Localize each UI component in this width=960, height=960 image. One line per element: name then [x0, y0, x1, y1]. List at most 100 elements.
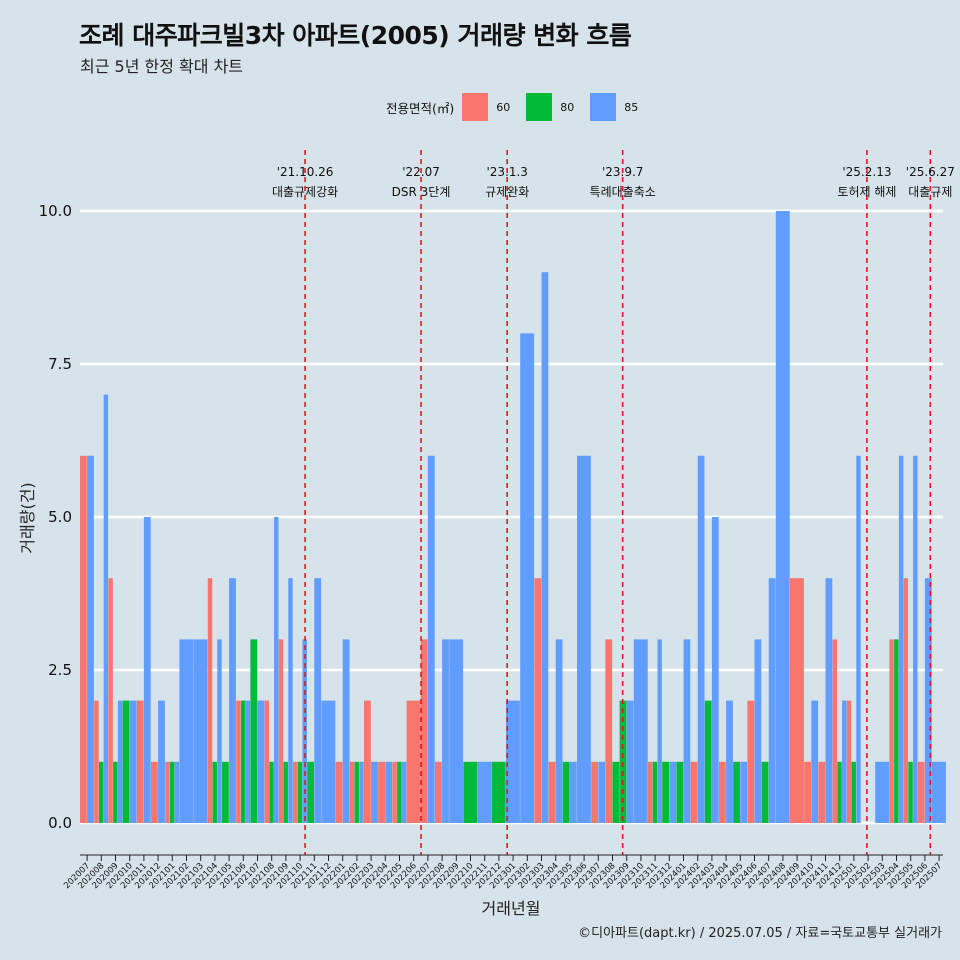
bar-202111-85 [314, 578, 322, 823]
bar-202106-85 [245, 700, 251, 823]
bar-202205-80 [397, 761, 402, 823]
bar-202008-85 [103, 394, 109, 823]
source-caption: ©디아파트(dapt.kr) / 2025.07.05 / 자료=국토교통부 실… [578, 926, 942, 941]
bar-202407-80 [761, 761, 769, 823]
bar-202009-60 [108, 578, 113, 823]
bar-202309-85 [626, 700, 634, 823]
bar-202209-85 [449, 639, 464, 823]
bar-202104-85 [217, 639, 222, 823]
bar-202404-85 [726, 700, 733, 823]
legend-label-80: 80 [560, 100, 575, 114]
bar-202203-60 [364, 700, 371, 823]
bar-202507-85 [932, 761, 946, 823]
y-axis-label: 거래량(건) [18, 482, 37, 553]
bar-202107-80 [250, 639, 258, 823]
bar-202103-85 [193, 639, 208, 823]
legend: 전용면적(㎡) 60 80 85 [386, 92, 654, 122]
legend-swatch-80 [526, 93, 553, 121]
event-date-0: '21.10.26 [277, 165, 334, 179]
chart-title: 조례 대주파크빌3차 아파트(2005) 거래량 변화 흐름 [79, 21, 632, 50]
bar-202311-80 [652, 761, 658, 823]
bar-202108-60 [264, 700, 270, 823]
bar-202205-85 [401, 761, 407, 823]
bar-202504-80 [894, 639, 899, 823]
bar-202101-60 [165, 761, 170, 823]
bar-202408-85 [775, 211, 790, 823]
legend-label-85: 85 [624, 100, 639, 114]
bar-202504-85 [898, 455, 904, 823]
bar-202009-85 [117, 700, 123, 823]
x-axis: 2020072020082020092020102020112020122021… [62, 854, 944, 891]
bar-202501-85 [856, 455, 861, 823]
event-label-5: 대출규제 [908, 185, 952, 199]
bar-202011-85 [143, 517, 151, 823]
bar-202210-80 [463, 761, 478, 823]
bar-202204-85 [385, 761, 393, 823]
bar-202303-60 [534, 578, 542, 823]
bar-202305-80 [562, 761, 570, 823]
bar-202202-60 [349, 761, 355, 823]
bar-202410-85 [811, 700, 819, 823]
bar-202401-85 [683, 639, 691, 823]
bar-202106-80 [240, 700, 246, 823]
event-date-1: '22.07 [402, 165, 440, 179]
bar-202202-80 [354, 761, 359, 823]
bar-202306-85 [577, 455, 591, 823]
bar-202501-80 [851, 761, 856, 823]
y-tick-label-4: 10.0 [39, 202, 72, 220]
bar-202412-80 [837, 761, 842, 823]
bar-202109-80 [283, 761, 288, 823]
bar-202403-85 [711, 517, 719, 823]
bar-202307-60 [591, 761, 598, 823]
bar-202405-80 [733, 761, 740, 823]
y-axis: 0.0 2.5 5.0 7.5 10.0 [39, 202, 72, 832]
bar-202107-85 [257, 700, 265, 823]
bar-202201-85 [342, 639, 350, 823]
bar-202106-60 [236, 700, 241, 823]
event-date-2: '23.1.3 [486, 165, 527, 179]
bar-202504-60 [889, 639, 894, 823]
event-date-4: '25.2.13 [842, 165, 891, 179]
bar-202311-60 [648, 761, 653, 823]
bar-202008-60 [94, 700, 99, 823]
bar-202406-60 [747, 700, 755, 823]
bar-202307-85 [598, 761, 606, 823]
bar-202105-85 [229, 578, 236, 823]
bar-202404-60 [719, 761, 726, 823]
bar-202205-60 [392, 761, 397, 823]
bar-202311-85 [657, 639, 662, 823]
bar-202204-60 [378, 761, 385, 823]
bar-202406-85 [754, 639, 762, 823]
bar-202409-60 [790, 578, 804, 823]
y-tick-label-3: 7.5 [48, 355, 72, 373]
bar-202402-60 [690, 761, 698, 823]
bar-202110-85 [302, 639, 307, 823]
bar-202009-80 [113, 761, 118, 823]
bar-202207-60 [420, 639, 428, 823]
bar-202108-80 [269, 761, 274, 823]
event-label-3: 특례대출축소 [590, 185, 656, 199]
bar-202308-80 [612, 761, 620, 823]
bar-202309-80 [619, 700, 627, 823]
y-tick-label-2: 5.0 [48, 508, 72, 526]
bar-202207-85 [427, 455, 435, 823]
bar-202407-85 [768, 578, 776, 823]
legend-title: 전용면적(㎡) [386, 100, 455, 116]
bar-202101-85 [174, 761, 180, 823]
event-label-0: 대출규제강화 [272, 185, 338, 199]
chart-subtitle: 최근 5년 한정 확대 차트 [80, 57, 244, 76]
bar-202312-80 [662, 761, 669, 823]
bar-202012-85 [158, 700, 165, 823]
bar-202201-60 [335, 761, 343, 823]
bar-202110-80 [297, 761, 303, 823]
legend-swatch-85 [590, 93, 617, 121]
legend-swatch-60 [462, 93, 489, 121]
bar-202104-60 [207, 578, 213, 823]
bar-202208-85 [442, 639, 449, 823]
y-tick-label-0: 0.0 [48, 814, 72, 832]
event-label-1: DSR 3단계 [392, 185, 451, 199]
bar-202505-85 [913, 455, 918, 823]
y-tick-label-1: 2.5 [48, 661, 72, 679]
bar-202304-85 [555, 639, 563, 823]
